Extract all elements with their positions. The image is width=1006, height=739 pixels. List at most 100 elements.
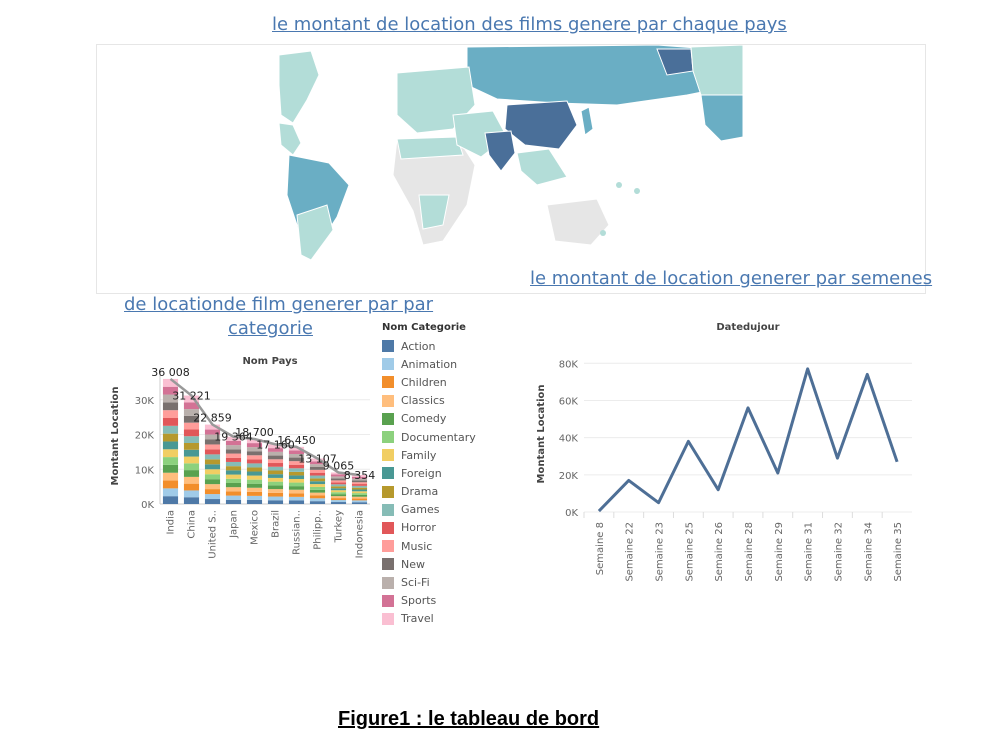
bar-segment[interactable] — [183, 449, 200, 457]
bar-segment[interactable] — [267, 455, 284, 460]
world-map[interactable] — [96, 44, 926, 294]
bar-segment[interactable] — [183, 490, 200, 498]
bar-segment[interactable] — [204, 484, 221, 490]
bar-segment[interactable] — [330, 482, 347, 485]
legend-item[interactable]: Documentary — [382, 428, 492, 446]
bar-segment[interactable] — [162, 480, 179, 489]
bar-segment[interactable] — [351, 500, 368, 503]
bar-segment[interactable] — [267, 448, 284, 452]
bar-segment[interactable] — [246, 475, 263, 480]
bar-segment[interactable] — [246, 447, 263, 452]
bar-segment[interactable] — [351, 474, 368, 477]
bar-segment[interactable] — [225, 466, 242, 471]
map-united-states[interactable] — [700, 94, 744, 142]
bar-segment[interactable] — [330, 500, 347, 503]
map-japan[interactable] — [580, 106, 594, 136]
bar-segment[interactable] — [288, 475, 305, 480]
bar-segment[interactable] — [288, 482, 305, 487]
bar-segment[interactable] — [183, 409, 200, 416]
bar-segment[interactable] — [351, 491, 368, 494]
bar-segment[interactable] — [351, 480, 368, 483]
bar-segment[interactable] — [225, 436, 242, 441]
bar-segment[interactable] — [162, 488, 179, 497]
bar-segment[interactable] — [204, 479, 221, 485]
bar-segment[interactable] — [309, 489, 326, 493]
country-stacked-bar-chart[interactable]: Nom Pays Montant Location 0K 10K 20K 30K 36… — [100, 344, 380, 564]
bar-segment[interactable] — [183, 476, 200, 484]
bar-segment[interactable] — [162, 394, 179, 403]
bar-segment[interactable] — [246, 471, 263, 476]
bar-segment[interactable] — [225, 499, 242, 504]
bar-segment[interactable] — [351, 478, 368, 481]
bar-segment[interactable] — [246, 499, 263, 504]
bar-segment[interactable] — [288, 468, 305, 472]
bar-segment[interactable] — [204, 489, 221, 495]
bar-segment[interactable] — [246, 483, 263, 488]
legend-item[interactable]: Games — [382, 501, 492, 519]
bar-segment[interactable] — [225, 474, 242, 479]
bar-segment[interactable] — [183, 415, 200, 423]
map-india[interactable] — [484, 130, 516, 172]
bar-segment[interactable] — [246, 459, 263, 464]
bar-segment[interactable] — [183, 429, 200, 437]
bar-segment[interactable] — [330, 498, 347, 501]
bar-segment[interactable] — [183, 422, 200, 430]
bar-segment[interactable] — [330, 492, 347, 495]
legend-item[interactable]: Drama — [382, 483, 492, 501]
bar-segment[interactable] — [183, 395, 200, 403]
bar-segment[interactable] — [246, 491, 263, 496]
bar-segment[interactable] — [204, 459, 221, 465]
bar-segment[interactable] — [351, 494, 368, 497]
bar-segment[interactable] — [162, 472, 179, 481]
map-island-3[interactable] — [600, 230, 606, 236]
bar-segment[interactable] — [183, 442, 200, 450]
bar-segment[interactable] — [267, 451, 284, 456]
weekly-line-chart[interactable]: Datedujour Montant Location 0K 20K 40K 60K 8… — [528, 316, 918, 588]
bar-segment[interactable] — [162, 441, 179, 450]
bar-segment[interactable] — [162, 464, 179, 473]
bar-segment[interactable] — [351, 487, 368, 490]
legend-item[interactable]: Children — [382, 373, 492, 391]
legend-item[interactable]: Animation — [382, 355, 492, 373]
bar-segment[interactable] — [267, 496, 284, 501]
bar-segment[interactable] — [162, 410, 179, 419]
bar-segment[interactable] — [267, 477, 284, 482]
bar-segment[interactable] — [330, 502, 347, 504]
bar-segment[interactable] — [162, 425, 179, 434]
bar-segment[interactable] — [183, 497, 200, 504]
bar-segment[interactable] — [204, 449, 221, 455]
bar-segment[interactable] — [225, 482, 242, 488]
bar-segment[interactable] — [204, 454, 221, 460]
bar-segment[interactable] — [162, 418, 179, 426]
legend-item[interactable]: Travel — [382, 610, 492, 628]
bar-segment[interactable] — [330, 480, 347, 483]
bar-segment[interactable] — [309, 498, 326, 502]
map-canada[interactable] — [690, 44, 744, 96]
bar-segment[interactable] — [204, 439, 221, 445]
bar-segment[interactable] — [183, 463, 200, 471]
bar-segment[interactable] — [351, 502, 368, 504]
bar-segment[interactable] — [288, 457, 305, 462]
bar-segment[interactable] — [267, 470, 284, 475]
bar-segment[interactable] — [204, 499, 221, 504]
bar-segment[interactable] — [183, 436, 200, 443]
map-north-america-east[interactable] — [278, 50, 320, 124]
bar-segment[interactable] — [288, 500, 305, 504]
map-china[interactable] — [504, 100, 578, 150]
bar-segment[interactable] — [351, 498, 368, 501]
bar-segment[interactable] — [183, 483, 200, 491]
map-island-1[interactable] — [616, 182, 622, 188]
bar-segment[interactable] — [309, 501, 326, 504]
legend-item[interactable]: Comedy — [382, 410, 492, 428]
bar-segment[interactable] — [330, 484, 347, 487]
bar-segment[interactable] — [330, 496, 347, 499]
category-legend[interactable]: Nom Categorie Action Animation Children Cla… — [382, 322, 492, 628]
bar-segment[interactable] — [204, 424, 221, 430]
map-australia[interactable] — [546, 198, 610, 246]
bar-segment[interactable] — [309, 467, 326, 470]
bar-segment[interactable] — [309, 492, 326, 496]
bar-segment[interactable] — [225, 478, 242, 483]
bar-segment[interactable] — [309, 469, 326, 473]
bar-segment[interactable] — [225, 445, 242, 450]
map-central-america[interactable] — [278, 122, 302, 156]
